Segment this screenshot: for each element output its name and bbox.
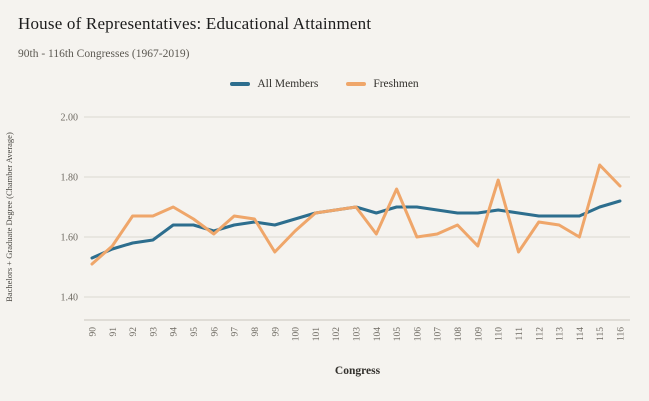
x-tick-label: 95 <box>190 327 200 337</box>
x-tick-label: 114 <box>576 327 586 341</box>
x-tick-label: 104 <box>373 327 383 342</box>
x-tick-label: 109 <box>474 327 484 342</box>
y-tick-label: 2.00 <box>61 113 79 124</box>
x-tick-label: 93 <box>149 327 159 337</box>
chart-subtitle: 90th - 116th Congresses (1967-2019) <box>18 48 190 60</box>
x-tick-label: 111 <box>515 327 525 341</box>
all-members-legend-label: All Members <box>257 78 319 90</box>
x-tick-label: 90 <box>89 327 99 337</box>
freshmen-legend-label: Freshmen <box>373 78 419 90</box>
all-members-line <box>90 199 622 260</box>
x-tick-label: 101 <box>312 327 322 342</box>
x-tick-label: 94 <box>170 327 180 337</box>
x-tick-label: 92 <box>129 327 139 337</box>
x-tick-label: 112 <box>535 327 545 341</box>
x-tick-label: 106 <box>413 327 423 342</box>
x-tick-label: 113 <box>556 327 566 341</box>
all-members-swatch <box>230 82 251 86</box>
legend-item-freshmen: Freshmen <box>346 78 419 90</box>
x-tick-label: 108 <box>454 327 464 342</box>
chart-title: House of Representatives: Educational At… <box>18 14 372 33</box>
x-tick-label: 103 <box>353 327 363 342</box>
x-tick-label: 110 <box>495 327 505 341</box>
x-tick-label: 115 <box>596 327 606 341</box>
x-tick-label: 98 <box>251 327 261 337</box>
x-tick-label: 102 <box>332 327 342 342</box>
y-tick-label: 1.40 <box>61 293 79 304</box>
x-axis-title: Congress <box>334 365 381 377</box>
x-tick-label: 116 <box>617 327 627 341</box>
x-tick-label: 100 <box>292 327 302 342</box>
y-axis-title: Bachelors + Graduate Degree (Chamber Ave… <box>4 132 14 302</box>
x-tick-label: 96 <box>210 327 220 337</box>
freshmen-swatch <box>346 82 367 86</box>
x-tick-label: 97 <box>231 327 241 337</box>
x-tick-label: 99 <box>271 327 281 337</box>
y-tick-label: 1.60 <box>61 233 79 244</box>
legend-item-all-members: All Members <box>230 78 318 90</box>
x-tick-label: 91 <box>109 327 119 337</box>
freshmen-line <box>90 163 622 266</box>
x-tick-label: 107 <box>434 327 444 342</box>
x-tick-label: 105 <box>393 327 403 342</box>
legend: All Members Freshmen <box>0 78 649 90</box>
y-tick-label: 1.80 <box>61 173 79 184</box>
